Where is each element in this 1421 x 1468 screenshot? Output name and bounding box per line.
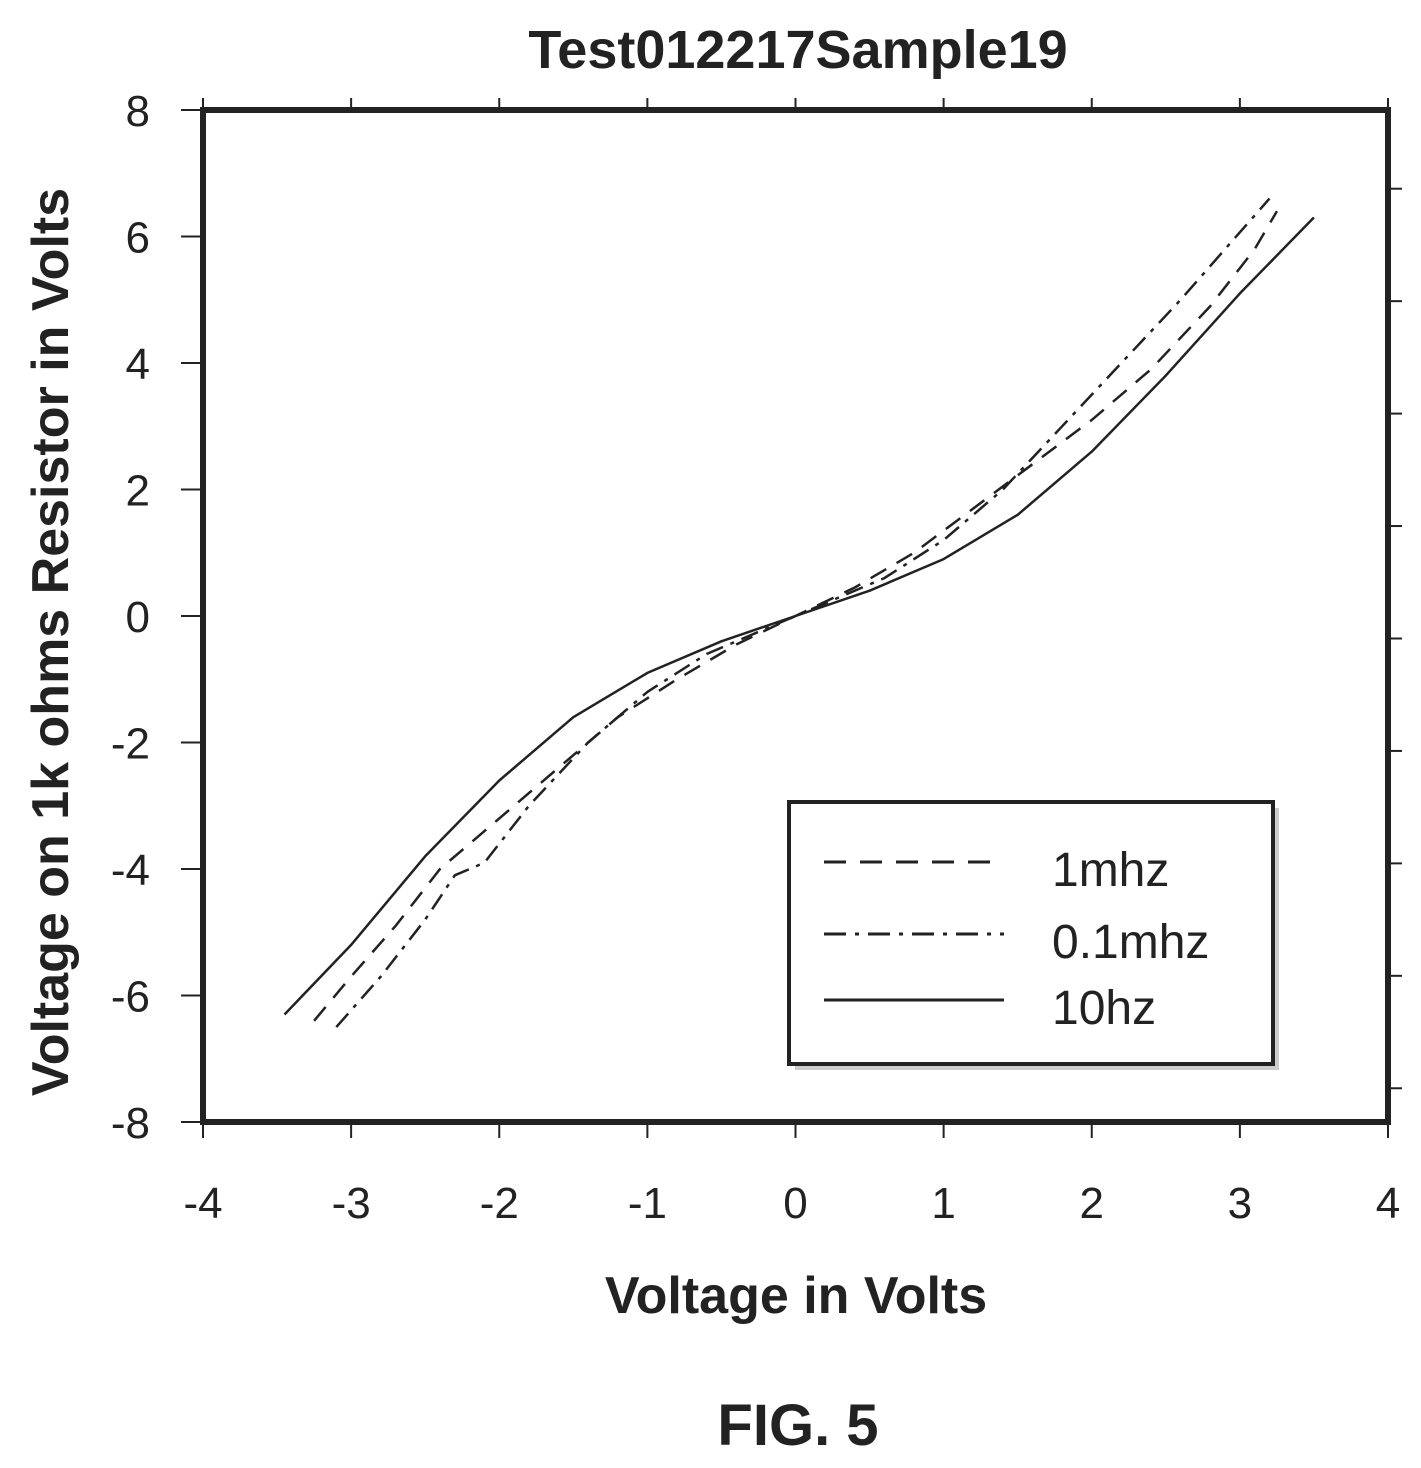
x-tick-label: 1 [931,1179,955,1228]
legend-label-10hz: 10hz [1052,982,1156,1035]
chart-title: Test012217Sample19 [528,20,1067,80]
x-tick-label: -1 [628,1179,667,1228]
y-axis: 8 6 4 2 0 -2 -4 -6 -8 [111,87,1402,1148]
legend: 1mhz 0.1mhz 10hz [787,800,1279,1070]
y-tick-label: -8 [111,1099,150,1148]
y-axis-title: Voltage on 1k ohms Resistor in Volts [22,188,80,1096]
x-axis-title: Voltage in Volts [605,1267,987,1325]
y-tick-label: 6 [126,214,150,263]
y-tick-label: 0 [126,593,150,642]
x-tick-label: -4 [183,1179,222,1228]
y-tick-label: -4 [111,846,150,895]
legend-label-1mhz: 1mhz [1052,844,1169,897]
x-axis: -4 -3 -2 -1 0 1 2 3 4 [183,98,1400,1228]
y-tick-label: -2 [111,720,150,769]
y-tick-label: 8 [126,87,150,136]
figure-caption: FIG. 5 [717,1393,878,1458]
x-tick-label: -3 [332,1179,371,1228]
series-layer [283,197,1315,1028]
x-tick-label: 2 [1080,1179,1104,1228]
legend-label-0.1mhz: 0.1mhz [1052,916,1209,969]
x-tick-label: 0 [783,1179,807,1228]
series-line-10hz [283,216,1315,1016]
y-tick-label: -6 [111,973,150,1022]
y-tick-label: 2 [126,467,150,516]
x-tick-label: 3 [1228,1179,1252,1228]
x-tick-label: -2 [480,1179,519,1228]
y-tick-label: 4 [126,340,150,389]
series-line-0.1mhz [335,197,1271,1028]
x-tick-label: 4 [1376,1179,1400,1228]
